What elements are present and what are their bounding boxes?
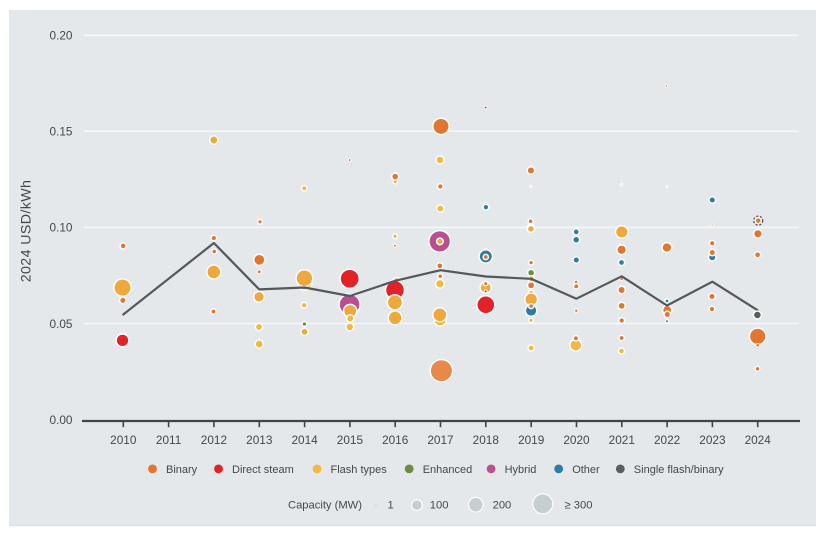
svg-text:0.00: 0.00	[50, 413, 73, 427]
svg-text:Enhanced: Enhanced	[423, 464, 473, 476]
svg-text:Direct steam: Direct steam	[232, 464, 294, 476]
svg-text:2024 USD/kWh: 2024 USD/kWh	[19, 180, 35, 283]
svg-text:2019: 2019	[518, 433, 544, 447]
svg-text:2016: 2016	[382, 433, 409, 447]
svg-text:0.05: 0.05	[50, 317, 73, 331]
svg-text:1: 1	[388, 499, 394, 511]
svg-text:Binary: Binary	[166, 464, 198, 476]
svg-text:2018: 2018	[473, 433, 500, 447]
svg-text:200: 200	[493, 499, 512, 511]
svg-text:Flash types: Flash types	[331, 464, 388, 476]
svg-text:2010: 2010	[110, 433, 137, 447]
svg-text:2013: 2013	[246, 433, 273, 447]
svg-text:2022: 2022	[654, 433, 680, 447]
svg-text:0.20: 0.20	[50, 29, 73, 43]
svg-text:100: 100	[430, 499, 449, 511]
svg-text:Hybrid: Hybrid	[505, 464, 537, 476]
svg-text:0.15: 0.15	[50, 125, 73, 139]
svg-text:Single flash/binary: Single flash/binary	[634, 464, 724, 476]
svg-text:2015: 2015	[337, 433, 364, 447]
svg-text:2011: 2011	[156, 433, 181, 447]
svg-text:2023: 2023	[699, 433, 726, 447]
svg-text:2021: 2021	[609, 433, 635, 447]
svg-text:Capacity (MW): Capacity (MW)	[288, 499, 362, 511]
svg-text:≥ 300: ≥ 300	[565, 499, 593, 511]
svg-text:Other: Other	[572, 464, 600, 476]
svg-text:2024: 2024	[745, 433, 772, 447]
svg-text:2012: 2012	[201, 433, 227, 447]
svg-text:2020: 2020	[563, 433, 590, 447]
svg-text:0.10: 0.10	[50, 221, 73, 235]
svg-text:2017: 2017	[427, 433, 453, 447]
svg-text:2014: 2014	[291, 433, 318, 447]
